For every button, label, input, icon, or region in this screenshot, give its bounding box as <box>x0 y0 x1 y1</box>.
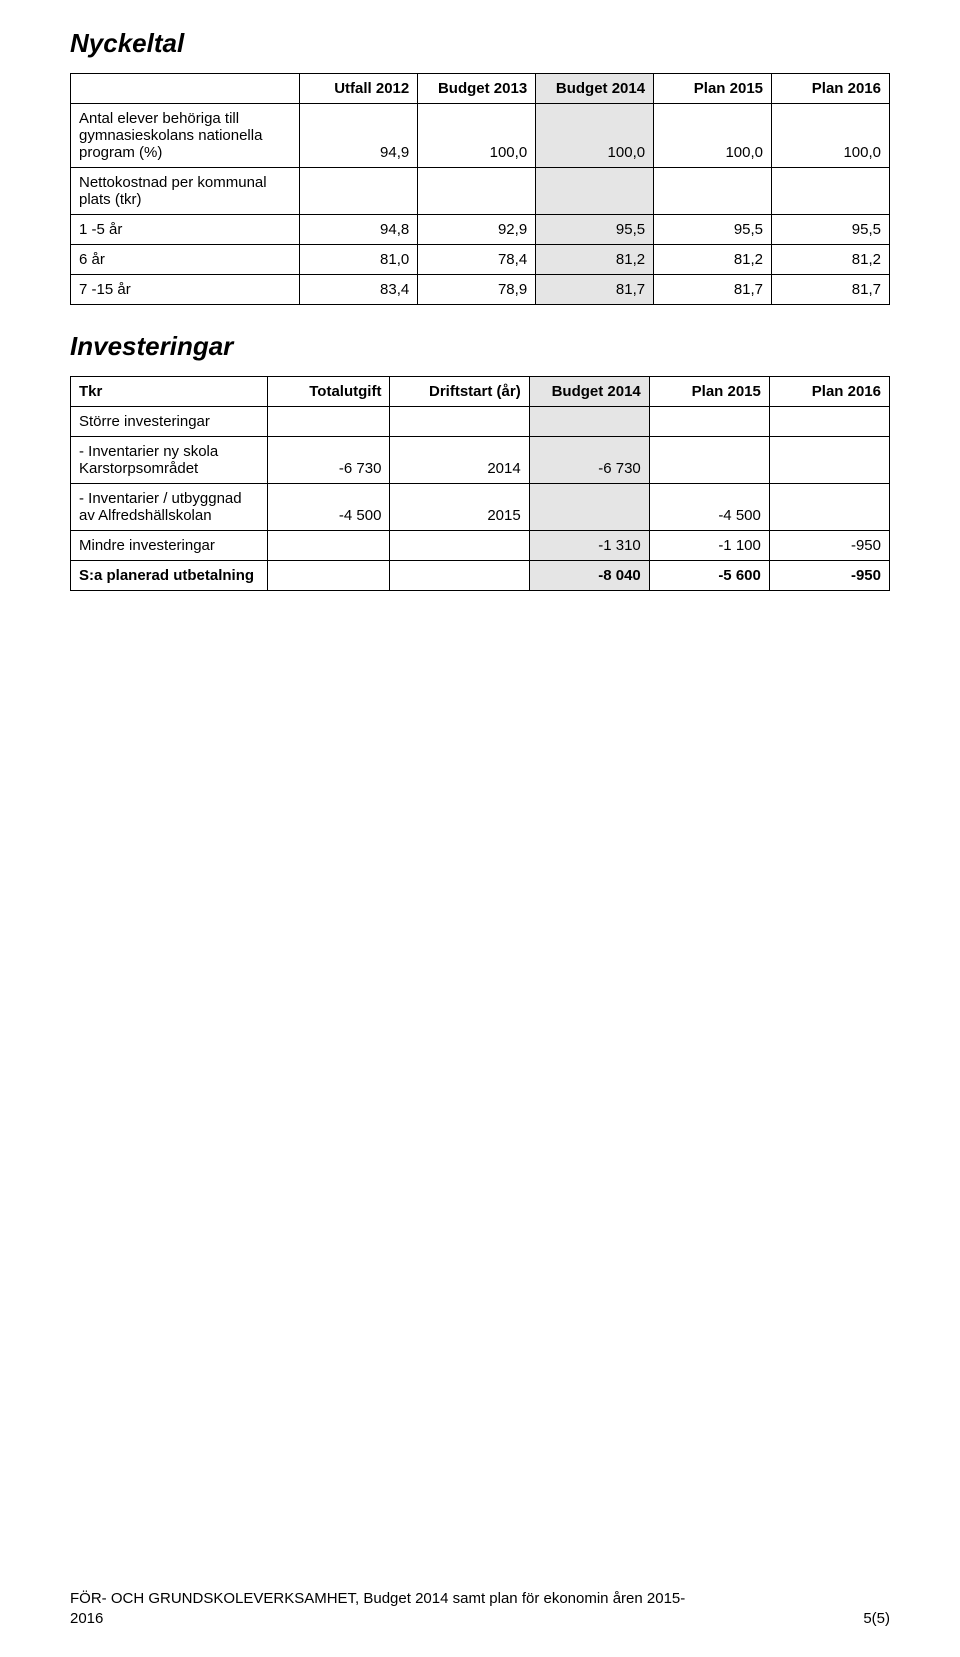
cell: -4 500 <box>649 484 769 531</box>
cell <box>529 407 649 437</box>
cell: -8 040 <box>529 561 649 591</box>
cell: 95,5 <box>536 215 654 245</box>
col-header: Driftstart (år) <box>390 377 529 407</box>
footer-line2-wrap: 2016 5(5) <box>70 1609 890 1629</box>
section-title-nyckeltal: Nyckeltal <box>70 28 890 59</box>
cell <box>267 561 390 591</box>
investeringar-body: Större investeringar- Inventarier ny sko… <box>71 407 890 591</box>
col-header: Plan 2015 <box>649 377 769 407</box>
table-row: - Inventarier ny skola Karstorpsområdet-… <box>71 437 890 484</box>
cell: 100,0 <box>418 104 536 168</box>
cell <box>390 407 529 437</box>
table-row: - Inventarier / utbyggnad av Alfredshäll… <box>71 484 890 531</box>
cell: 81,7 <box>536 275 654 305</box>
row-label: Mindre investeringar <box>71 531 268 561</box>
cell <box>649 407 769 437</box>
cell <box>769 484 889 531</box>
row-label: Nettokostnad per kommunal plats (tkr) <box>71 168 300 215</box>
cell: -6 730 <box>267 437 390 484</box>
page: Nyckeltal Utfall 2012 Budget 2013 Budget… <box>0 0 960 1657</box>
col-header: Totalutgift <box>267 377 390 407</box>
page-footer: FÖR- OCH GRUNDSKOLEVERKSAMHET, Budget 20… <box>70 1589 890 1630</box>
cell: 100,0 <box>772 104 890 168</box>
row-label: 7 -15 år <box>71 275 300 305</box>
table-header-row: Utfall 2012 Budget 2013 Budget 2014 Plan… <box>71 74 890 104</box>
cell: 81,2 <box>536 245 654 275</box>
cell <box>300 168 418 215</box>
row-label: - Inventarier ny skola Karstorpsområdet <box>71 437 268 484</box>
cell <box>769 407 889 437</box>
cell: -5 600 <box>649 561 769 591</box>
section-title-investeringar: Investeringar <box>70 331 890 362</box>
cell <box>536 168 654 215</box>
cell: 100,0 <box>654 104 772 168</box>
cell: 94,9 <box>300 104 418 168</box>
table-row: Mindre investeringar -1 310-1 100-950 <box>71 531 890 561</box>
table-row: 1 -5 år94,892,995,595,595,5 <box>71 215 890 245</box>
table-nyckeltal: Utfall 2012 Budget 2013 Budget 2014 Plan… <box>70 73 890 305</box>
col-header: Tkr <box>71 377 268 407</box>
cell <box>654 168 772 215</box>
page-number: 5(5) <box>863 1609 890 1629</box>
col-header: Budget 2014 <box>536 74 654 104</box>
cell: -6 730 <box>529 437 649 484</box>
cell <box>772 168 890 215</box>
table-investeringar: Tkr Totalutgift Driftstart (år) Budget 2… <box>70 376 890 591</box>
footer-line1: FÖR- OCH GRUNDSKOLEVERKSAMHET, Budget 20… <box>70 1589 890 1609</box>
row-label: 1 -5 år <box>71 215 300 245</box>
row-label: - Inventarier / utbyggnad av Alfredshäll… <box>71 484 268 531</box>
col-header <box>71 74 300 104</box>
cell <box>267 407 390 437</box>
table-row: Större investeringar <box>71 407 890 437</box>
cell <box>390 561 529 591</box>
footer-line2: 2016 <box>70 1610 103 1627</box>
col-header: Utfall 2012 <box>300 74 418 104</box>
cell: 78,9 <box>418 275 536 305</box>
spacer <box>70 305 890 331</box>
cell: 83,4 <box>300 275 418 305</box>
cell: 81,2 <box>654 245 772 275</box>
table-row: S:a planerad utbetalning -8 040-5 600-950 <box>71 561 890 591</box>
row-label: Antal elever behöriga till gymnasieskola… <box>71 104 300 168</box>
nyckeltal-body: Antal elever behöriga till gymnasieskola… <box>71 104 890 305</box>
table-header-row: Tkr Totalutgift Driftstart (år) Budget 2… <box>71 377 890 407</box>
cell: 100,0 <box>536 104 654 168</box>
cell: -950 <box>769 561 889 591</box>
table-row: Nettokostnad per kommunal plats (tkr) <box>71 168 890 215</box>
col-header: Budget 2013 <box>418 74 536 104</box>
col-header: Budget 2014 <box>529 377 649 407</box>
cell <box>390 531 529 561</box>
table-row: 6 år81,078,481,281,281,2 <box>71 245 890 275</box>
row-label: S:a planerad utbetalning <box>71 561 268 591</box>
cell: 81,0 <box>300 245 418 275</box>
cell <box>418 168 536 215</box>
cell <box>267 531 390 561</box>
cell: 78,4 <box>418 245 536 275</box>
cell: 2014 <box>390 437 529 484</box>
table-row: Antal elever behöriga till gymnasieskola… <box>71 104 890 168</box>
cell: 81,7 <box>654 275 772 305</box>
cell: 92,9 <box>418 215 536 245</box>
col-header: Plan 2015 <box>654 74 772 104</box>
cell: 81,7 <box>772 275 890 305</box>
cell: 2015 <box>390 484 529 531</box>
table-row: 7 -15 år83,478,981,781,781,7 <box>71 275 890 305</box>
cell: -1 100 <box>649 531 769 561</box>
col-header: Plan 2016 <box>769 377 889 407</box>
col-header: Plan 2016 <box>772 74 890 104</box>
cell: 95,5 <box>772 215 890 245</box>
cell: -1 310 <box>529 531 649 561</box>
cell <box>529 484 649 531</box>
cell: 94,8 <box>300 215 418 245</box>
cell: 81,2 <box>772 245 890 275</box>
cell <box>649 437 769 484</box>
row-label: Större investeringar <box>71 407 268 437</box>
row-label: 6 år <box>71 245 300 275</box>
cell <box>769 437 889 484</box>
cell: -4 500 <box>267 484 390 531</box>
cell: -950 <box>769 531 889 561</box>
cell: 95,5 <box>654 215 772 245</box>
